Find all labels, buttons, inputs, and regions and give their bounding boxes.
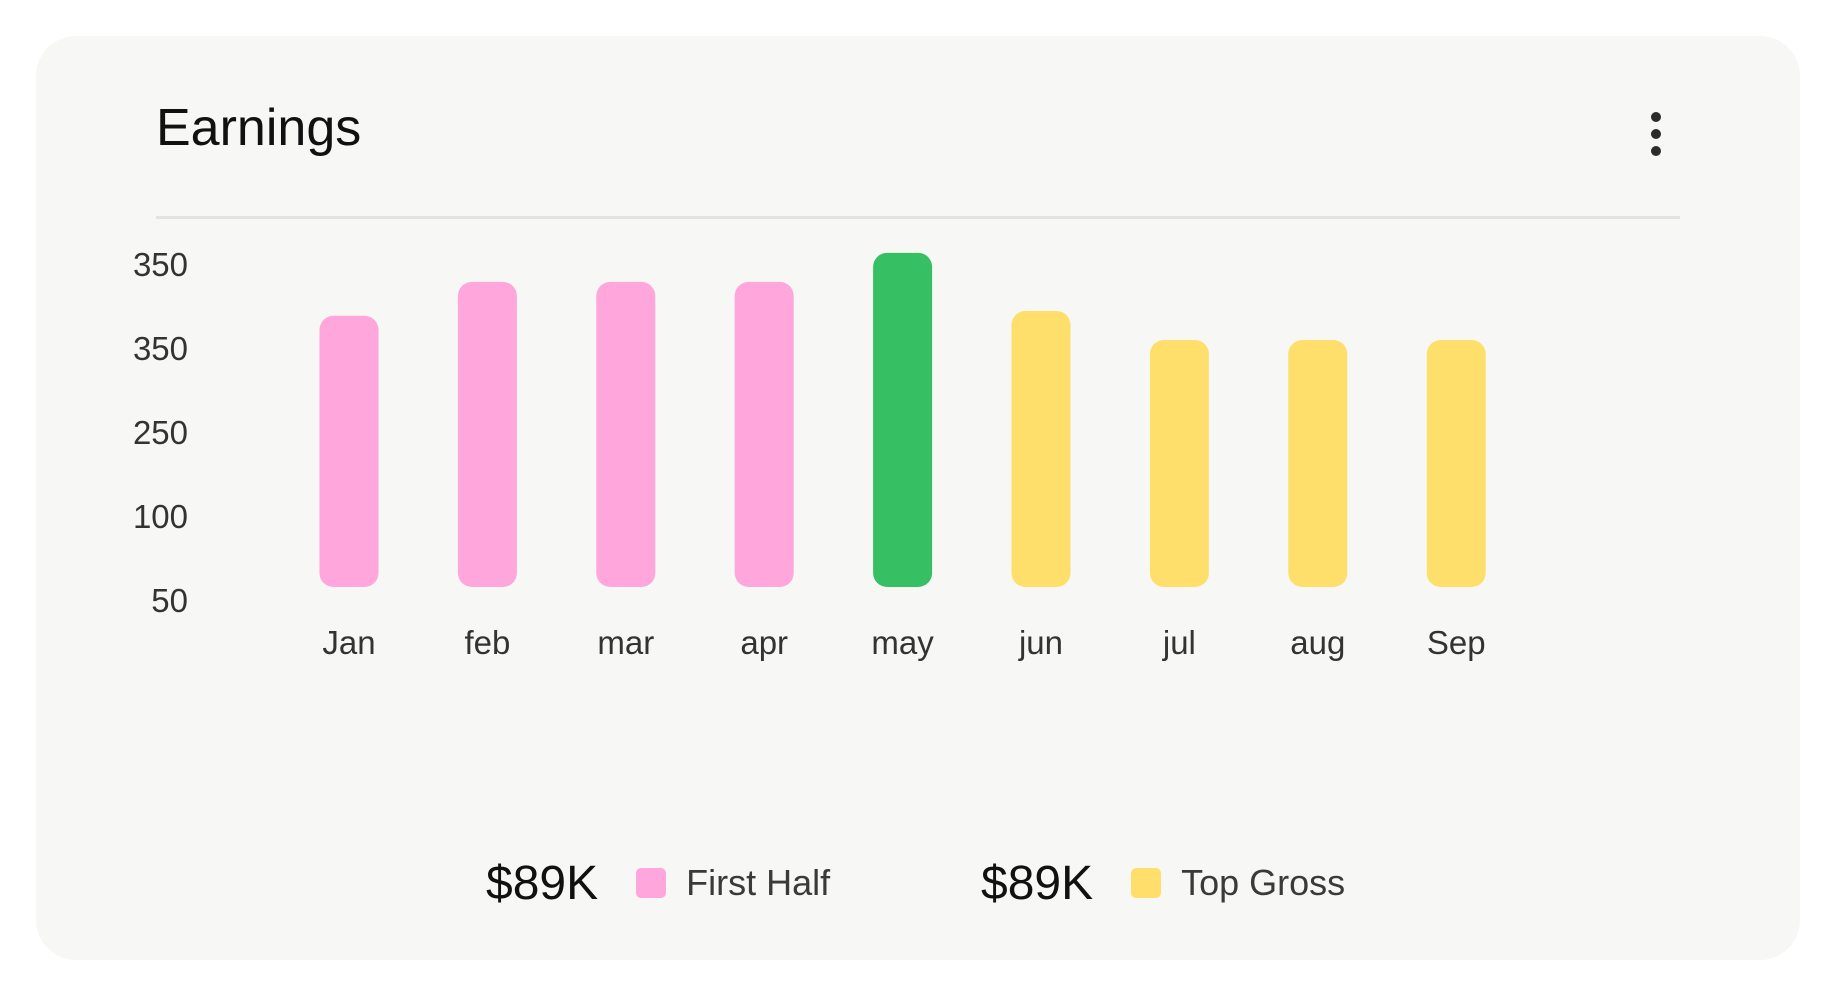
more-vertical-icon[interactable] xyxy=(1640,112,1672,156)
earnings-bar-chart: 350 350 250 100 50 Jan feb mar apr may jun jul aug Se… xyxy=(133,246,1486,661)
header-divider xyxy=(156,216,1680,219)
x-tick-label: Sep xyxy=(1427,624,1486,661)
legend-swatch xyxy=(636,868,667,898)
x-tick-label: Jan xyxy=(322,624,375,661)
legend-item-top-gross: $89K Top Gross xyxy=(981,848,1345,918)
x-tick-label: jun xyxy=(1018,624,1063,661)
x-tick-label: apr xyxy=(740,624,788,661)
legend-label: Top Gross xyxy=(1181,862,1346,903)
legend-swatch xyxy=(1131,868,1162,898)
y-tick-label: 50 xyxy=(151,582,188,619)
bar-jun[interactable] xyxy=(1011,310,1071,587)
y-tick-label: 250 xyxy=(133,414,188,451)
legend-amount: $89K xyxy=(981,856,1094,910)
bar-jul[interactable] xyxy=(1149,340,1209,587)
x-tick-label: mar xyxy=(597,624,654,661)
bar-mar[interactable] xyxy=(596,281,656,587)
y-tick-label: 350 xyxy=(133,246,188,283)
bar-feb[interactable] xyxy=(457,281,517,587)
y-tick-label: 350 xyxy=(133,330,188,367)
bar-sep[interactable] xyxy=(1426,340,1486,587)
menu-dot xyxy=(1651,146,1661,156)
menu-dot xyxy=(1651,129,1661,139)
x-tick-label: aug xyxy=(1290,624,1345,661)
bar-apr[interactable] xyxy=(734,281,794,587)
y-tick-label: 100 xyxy=(133,498,188,535)
legend-item-first-half: $89K First Half xyxy=(486,848,830,918)
card-title: Earnings xyxy=(156,99,362,157)
menu-dot xyxy=(1651,112,1661,122)
bar-jan[interactable] xyxy=(319,315,379,587)
earnings-card: Earnings 350 350 250 100 50 Jan feb mar apr may ju… xyxy=(36,36,1800,960)
bar-may[interactable] xyxy=(873,252,933,588)
x-tick-label: feb xyxy=(464,624,510,661)
x-tick-label: may xyxy=(871,624,934,661)
legend-label: First Half xyxy=(686,862,831,903)
x-tick-label: jul xyxy=(1162,624,1196,661)
bar-aug[interactable] xyxy=(1288,340,1348,587)
legend-amount: $89K xyxy=(486,856,599,910)
